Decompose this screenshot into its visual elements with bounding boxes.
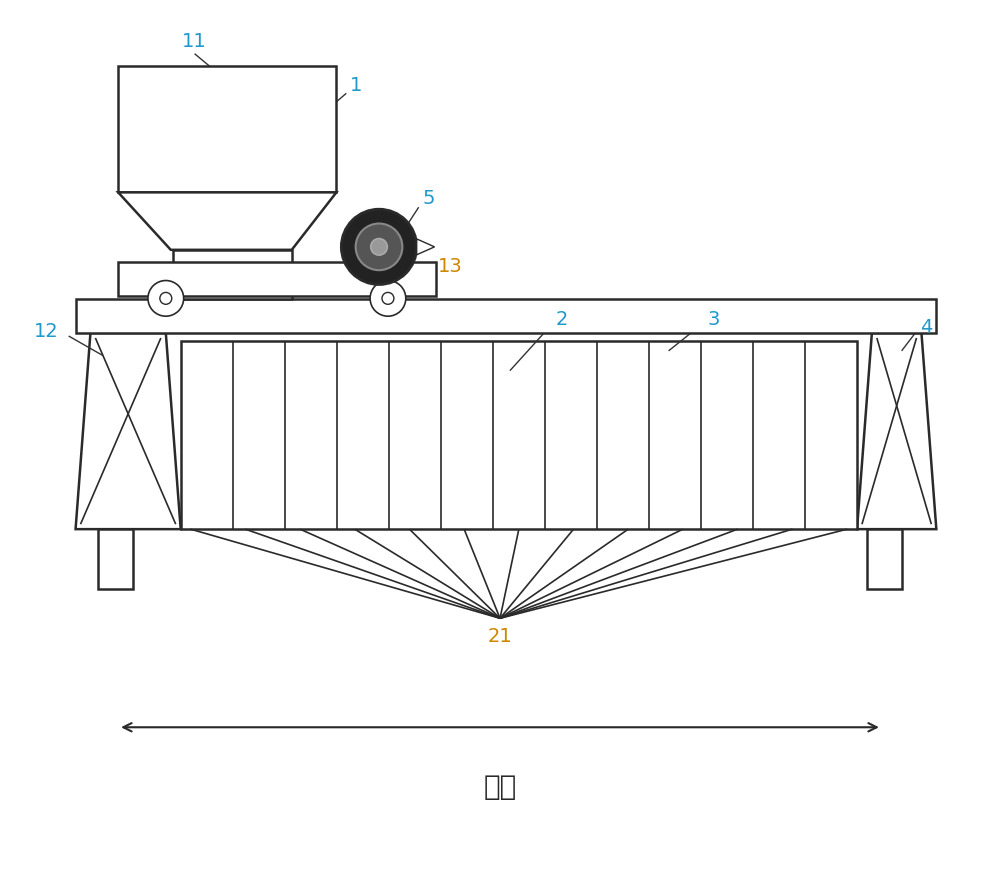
Bar [173,250,292,300]
Polygon shape [857,333,936,529]
Text: 4: 4 [920,317,933,337]
Bar [118,65,336,192]
Polygon shape [76,333,181,529]
Circle shape [148,280,184,316]
Text: 5: 5 [422,189,435,208]
Circle shape [370,280,406,316]
Circle shape [371,239,387,255]
Text: 12: 12 [33,322,58,341]
Circle shape [160,292,172,304]
Bar [118,262,436,296]
Text: 1: 1 [350,76,362,95]
Text: 21: 21 [488,626,512,646]
Bar [867,529,902,589]
Bar [76,300,936,333]
Circle shape [341,209,417,285]
Circle shape [356,224,402,270]
Text: 横向: 横向 [483,773,517,801]
Bar [181,341,857,529]
Bar [98,529,133,589]
Text: 3: 3 [707,309,719,329]
Text: 2: 2 [555,309,568,329]
Polygon shape [118,192,336,250]
Circle shape [382,292,394,304]
Text: 11: 11 [182,33,207,51]
Text: 13: 13 [438,257,463,276]
Polygon shape [417,239,435,255]
